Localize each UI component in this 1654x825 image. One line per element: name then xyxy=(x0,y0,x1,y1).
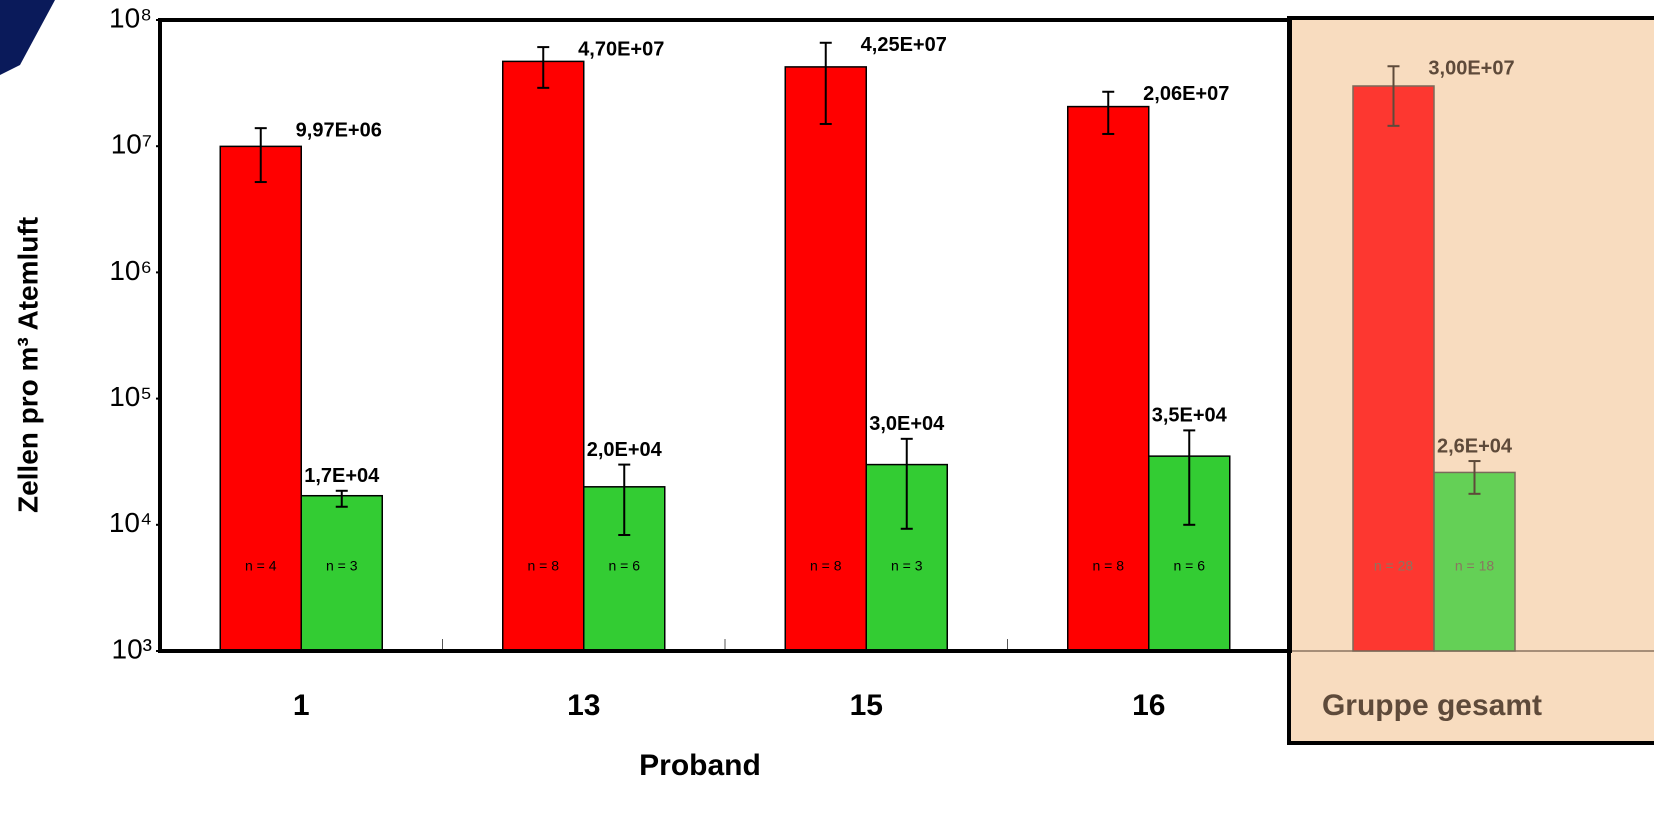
y-axis-title: Zellen pro m³ Atemluft xyxy=(12,217,43,513)
n-label: n = 8 xyxy=(810,558,842,574)
x-tick-label: 16 xyxy=(1132,689,1165,722)
data-label: 3,5E+04 xyxy=(1152,405,1228,427)
n-label: n = 6 xyxy=(1173,558,1205,574)
y-tick-label: 10⁴ xyxy=(109,507,152,538)
y-tick-label: 10⁶ xyxy=(109,255,152,286)
n-label: n = 8 xyxy=(527,558,559,574)
data-label: 2,0E+04 xyxy=(587,439,663,461)
n-label: n = 18 xyxy=(1455,558,1495,574)
n-label: n = 6 xyxy=(608,558,640,574)
y-tick-label: 10³ xyxy=(112,633,152,664)
x-tick-label: 1 xyxy=(293,689,310,722)
page: {"chart_data": { "type": "bar", "x_label… xyxy=(0,0,1654,825)
data-label: 1,7E+04 xyxy=(304,465,380,487)
data-label: 3,0E+04 xyxy=(869,413,945,435)
bar xyxy=(220,146,301,651)
n-label: n = 3 xyxy=(326,558,358,574)
y-tick-label: 10⁸ xyxy=(109,2,152,33)
x-tick-label: Gruppe gesamt xyxy=(1322,689,1542,722)
y-tick-label: 10⁷ xyxy=(111,129,152,160)
x-tick-label: 15 xyxy=(850,689,883,722)
x-axis-title: Proband xyxy=(639,749,761,782)
data-label: 2,6E+04 xyxy=(1437,435,1513,457)
data-label: 2,06E+07 xyxy=(1143,83,1229,105)
y-tick-label: 10⁵ xyxy=(109,381,152,412)
n-label: n = 8 xyxy=(1092,558,1124,574)
n-label: n = 3 xyxy=(891,558,923,574)
decoration xyxy=(0,0,55,75)
data-label: 3,00E+07 xyxy=(1428,58,1514,80)
data-label: 4,70E+07 xyxy=(578,38,664,60)
chart: Proband Zellen pro m³ Atemluft 10³ 10⁴ 10⁵… xyxy=(0,0,1654,825)
x-tick-label: 13 xyxy=(567,689,600,722)
data-label: 9,97E+06 xyxy=(296,119,382,141)
n-label: n = 4 xyxy=(245,558,277,574)
data-label: 4,25E+07 xyxy=(861,34,947,56)
n-label: n = 28 xyxy=(1374,558,1414,574)
